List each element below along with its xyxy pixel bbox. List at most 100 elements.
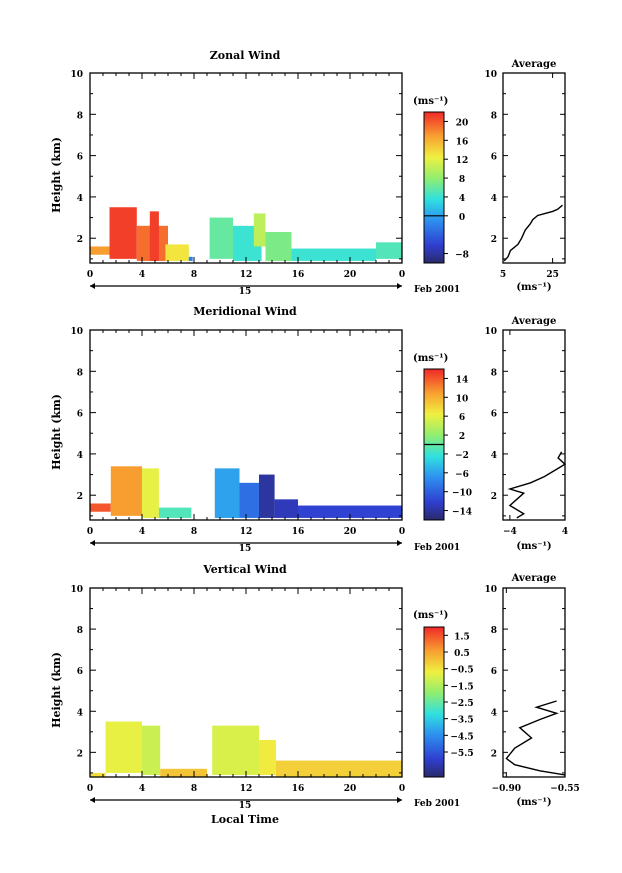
heatmap-cell bbox=[291, 248, 376, 261]
colorbar-tick-label: 20 bbox=[456, 118, 469, 128]
colorbar-tick-label: −8 bbox=[455, 251, 469, 261]
x-tick-label: 4 bbox=[139, 527, 145, 537]
colorbar-tick-label: −4.5 bbox=[450, 732, 473, 742]
y-tick-label: 6 bbox=[77, 153, 83, 163]
y-tick-label: 2 bbox=[77, 749, 83, 759]
x-tick-label: 20 bbox=[344, 270, 357, 280]
heatmap-cell bbox=[209, 217, 233, 259]
chart-title: Meridional Wind bbox=[193, 305, 297, 318]
colorbar-tick-label: 12 bbox=[456, 156, 469, 166]
x-tick-label: 8 bbox=[191, 527, 197, 537]
colorbar-tick-label: 10 bbox=[456, 394, 469, 404]
day-label: 15 bbox=[239, 287, 252, 297]
x-tick-label: 16 bbox=[292, 784, 305, 794]
x-tick-label: 20 bbox=[344, 527, 357, 537]
meridional-wind-panel: Meridional Wind Height (km) Feb 2001 15 … bbox=[50, 305, 568, 554]
heatmap-cell bbox=[90, 246, 110, 255]
colorbar-tick-label: −3.5 bbox=[450, 716, 473, 726]
average-y-tick-label: 2 bbox=[491, 749, 497, 759]
average-y-tick-label: 6 bbox=[491, 667, 497, 677]
colorbar-tick-label: 6 bbox=[459, 413, 465, 423]
average-y-tick-label: 4 bbox=[491, 708, 497, 718]
day-label: 15 bbox=[239, 544, 252, 554]
day-axis-arrow-right bbox=[397, 797, 402, 803]
heatmap-cell bbox=[239, 482, 259, 518]
date-label: Feb 2001 bbox=[414, 285, 460, 295]
average-frame bbox=[502, 329, 566, 521]
zonal-wind-panel: Zonal Wind Height (km) Feb 2001 15 (ms⁻¹… bbox=[50, 49, 566, 297]
colorbar-tick-label: −14 bbox=[452, 508, 472, 518]
y-axis-label: Height (km) bbox=[50, 394, 63, 470]
heatmap-cell bbox=[105, 721, 142, 773]
average-y-tick-label: 10 bbox=[484, 327, 497, 337]
heatmap-cell bbox=[109, 207, 137, 259]
average-x-label: (ms⁻¹) bbox=[516, 797, 551, 808]
colorbar-tick-label: 0 bbox=[459, 213, 465, 223]
average-x-tick-label: −4 bbox=[503, 527, 517, 537]
x-tick-label: 0 bbox=[87, 270, 93, 280]
heatmap-cell bbox=[275, 760, 402, 777]
day-axis-arrow-left bbox=[90, 283, 95, 289]
x-tick-label: 16 bbox=[292, 527, 305, 537]
y-tick-label: 4 bbox=[77, 194, 83, 204]
average-x-tick-label: −0.55 bbox=[550, 784, 579, 794]
y-tick-label: 10 bbox=[70, 70, 83, 80]
average-title: Average bbox=[511, 573, 557, 584]
y-tick-label: 8 bbox=[77, 111, 83, 121]
x-tick-label: 8 bbox=[191, 270, 197, 280]
colorbar-tick-label: 8 bbox=[459, 175, 465, 185]
average-y-tick-label: 10 bbox=[484, 585, 497, 595]
average-y-tick-label: 8 bbox=[491, 368, 497, 378]
heatmap-cell bbox=[90, 503, 111, 512]
heatmap-cell bbox=[212, 725, 259, 775]
colorbar-tick-label: −5.5 bbox=[450, 749, 473, 759]
date-label: Feb 2001 bbox=[414, 799, 460, 809]
colorbar-unit: (ms⁻¹) bbox=[413, 353, 448, 364]
x-tick-label: 20 bbox=[344, 784, 357, 794]
y-axis-label: Height (km) bbox=[50, 652, 63, 728]
average-y-tick-label: 2 bbox=[491, 492, 497, 502]
heatmap-cell bbox=[160, 768, 207, 777]
heatmap-cell bbox=[188, 256, 193, 261]
date-label: Feb 2001 bbox=[414, 543, 460, 553]
heatmap-cell bbox=[142, 725, 161, 775]
heatmap-cell bbox=[158, 507, 192, 518]
x-tick-label: 12 bbox=[240, 784, 253, 794]
colorbar-tick-label: 1.5 bbox=[454, 632, 470, 642]
colorbar-tick-label: 16 bbox=[456, 137, 469, 147]
colorbar-unit: (ms⁻¹) bbox=[413, 96, 448, 107]
colorbar-tick-label: −10 bbox=[452, 489, 472, 499]
x-tick-label: 12 bbox=[240, 527, 253, 537]
average-y-tick-label: 6 bbox=[491, 153, 497, 163]
average-y-tick-label: 8 bbox=[491, 111, 497, 121]
y-tick-label: 8 bbox=[77, 368, 83, 378]
x-axis-label: Local Time bbox=[211, 813, 279, 826]
average-x-tick-label: −0.90 bbox=[492, 784, 521, 794]
heatmap-cell bbox=[165, 244, 189, 261]
y-tick-label: 2 bbox=[77, 235, 83, 245]
x-tick-label: 8 bbox=[191, 784, 197, 794]
average-title: Average bbox=[511, 59, 557, 70]
y-tick-label: 2 bbox=[77, 492, 83, 502]
heatmap-cell bbox=[90, 772, 106, 777]
y-tick-label: 10 bbox=[70, 585, 83, 595]
colorbar-tick-label: −0.5 bbox=[450, 666, 473, 676]
heatmap-cell bbox=[259, 474, 275, 518]
chart-title: Zonal Wind bbox=[210, 49, 281, 62]
average-title: Average bbox=[511, 316, 557, 327]
colorbar-tick-label: −6 bbox=[455, 470, 469, 480]
x-tick-label: 4 bbox=[139, 784, 145, 794]
heatmap-cell bbox=[376, 242, 402, 259]
average-y-tick-label: 4 bbox=[491, 451, 497, 461]
average-profile-line bbox=[505, 700, 566, 776]
y-tick-label: 10 bbox=[70, 327, 83, 337]
vertical-wind-panel: Vertical Wind Height (km) Feb 2001 15 (m… bbox=[50, 563, 580, 811]
y-tick-label: 6 bbox=[77, 667, 83, 677]
average-frame bbox=[502, 587, 566, 778]
heatmap-cell bbox=[259, 740, 276, 775]
colorbar-tick-label: −2 bbox=[455, 451, 469, 461]
colorbar-tick-label: −2.5 bbox=[450, 699, 473, 709]
average-y-tick-label: 10 bbox=[484, 70, 497, 80]
average-y-tick-label: 8 bbox=[491, 626, 497, 636]
